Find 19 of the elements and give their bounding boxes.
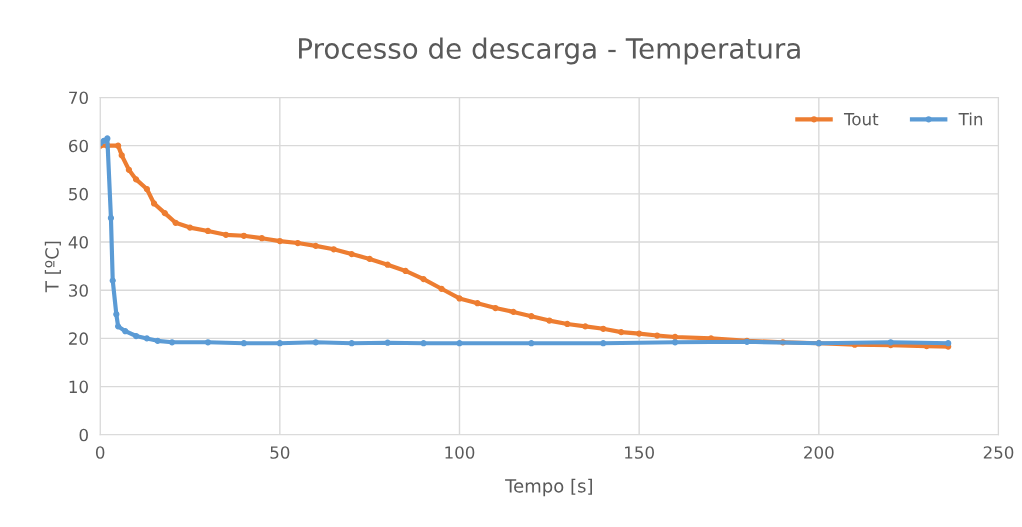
x-tick-label: 150 [625,446,654,459]
y-tick-label: 40 [68,236,88,249]
y-axis-title: T [ºC] [44,241,61,293]
y-tick-label: 0 [79,428,88,442]
x-tick-label: 0 [95,446,105,459]
x-tick-label: 200 [804,446,834,459]
y-tick-label: 70 [69,91,88,105]
legend-label: Tin [958,112,983,126]
y-tick-label: 30 [69,284,88,297]
x-tick-label: 250 [983,446,1014,459]
legend-label: Tout [843,113,879,126]
chart-title: Processo de descarga - Temperatura [299,37,800,65]
x-tick-label: 50 [270,446,290,459]
y-tick-label: 10 [69,380,88,394]
y-tick-label: 60 [69,139,88,153]
y-tick-label: 50 [69,187,88,201]
y-tick-label: 20 [69,332,88,345]
x-axis-title: Tempo [s] [505,478,592,497]
x-tick-label: 100 [445,446,475,459]
